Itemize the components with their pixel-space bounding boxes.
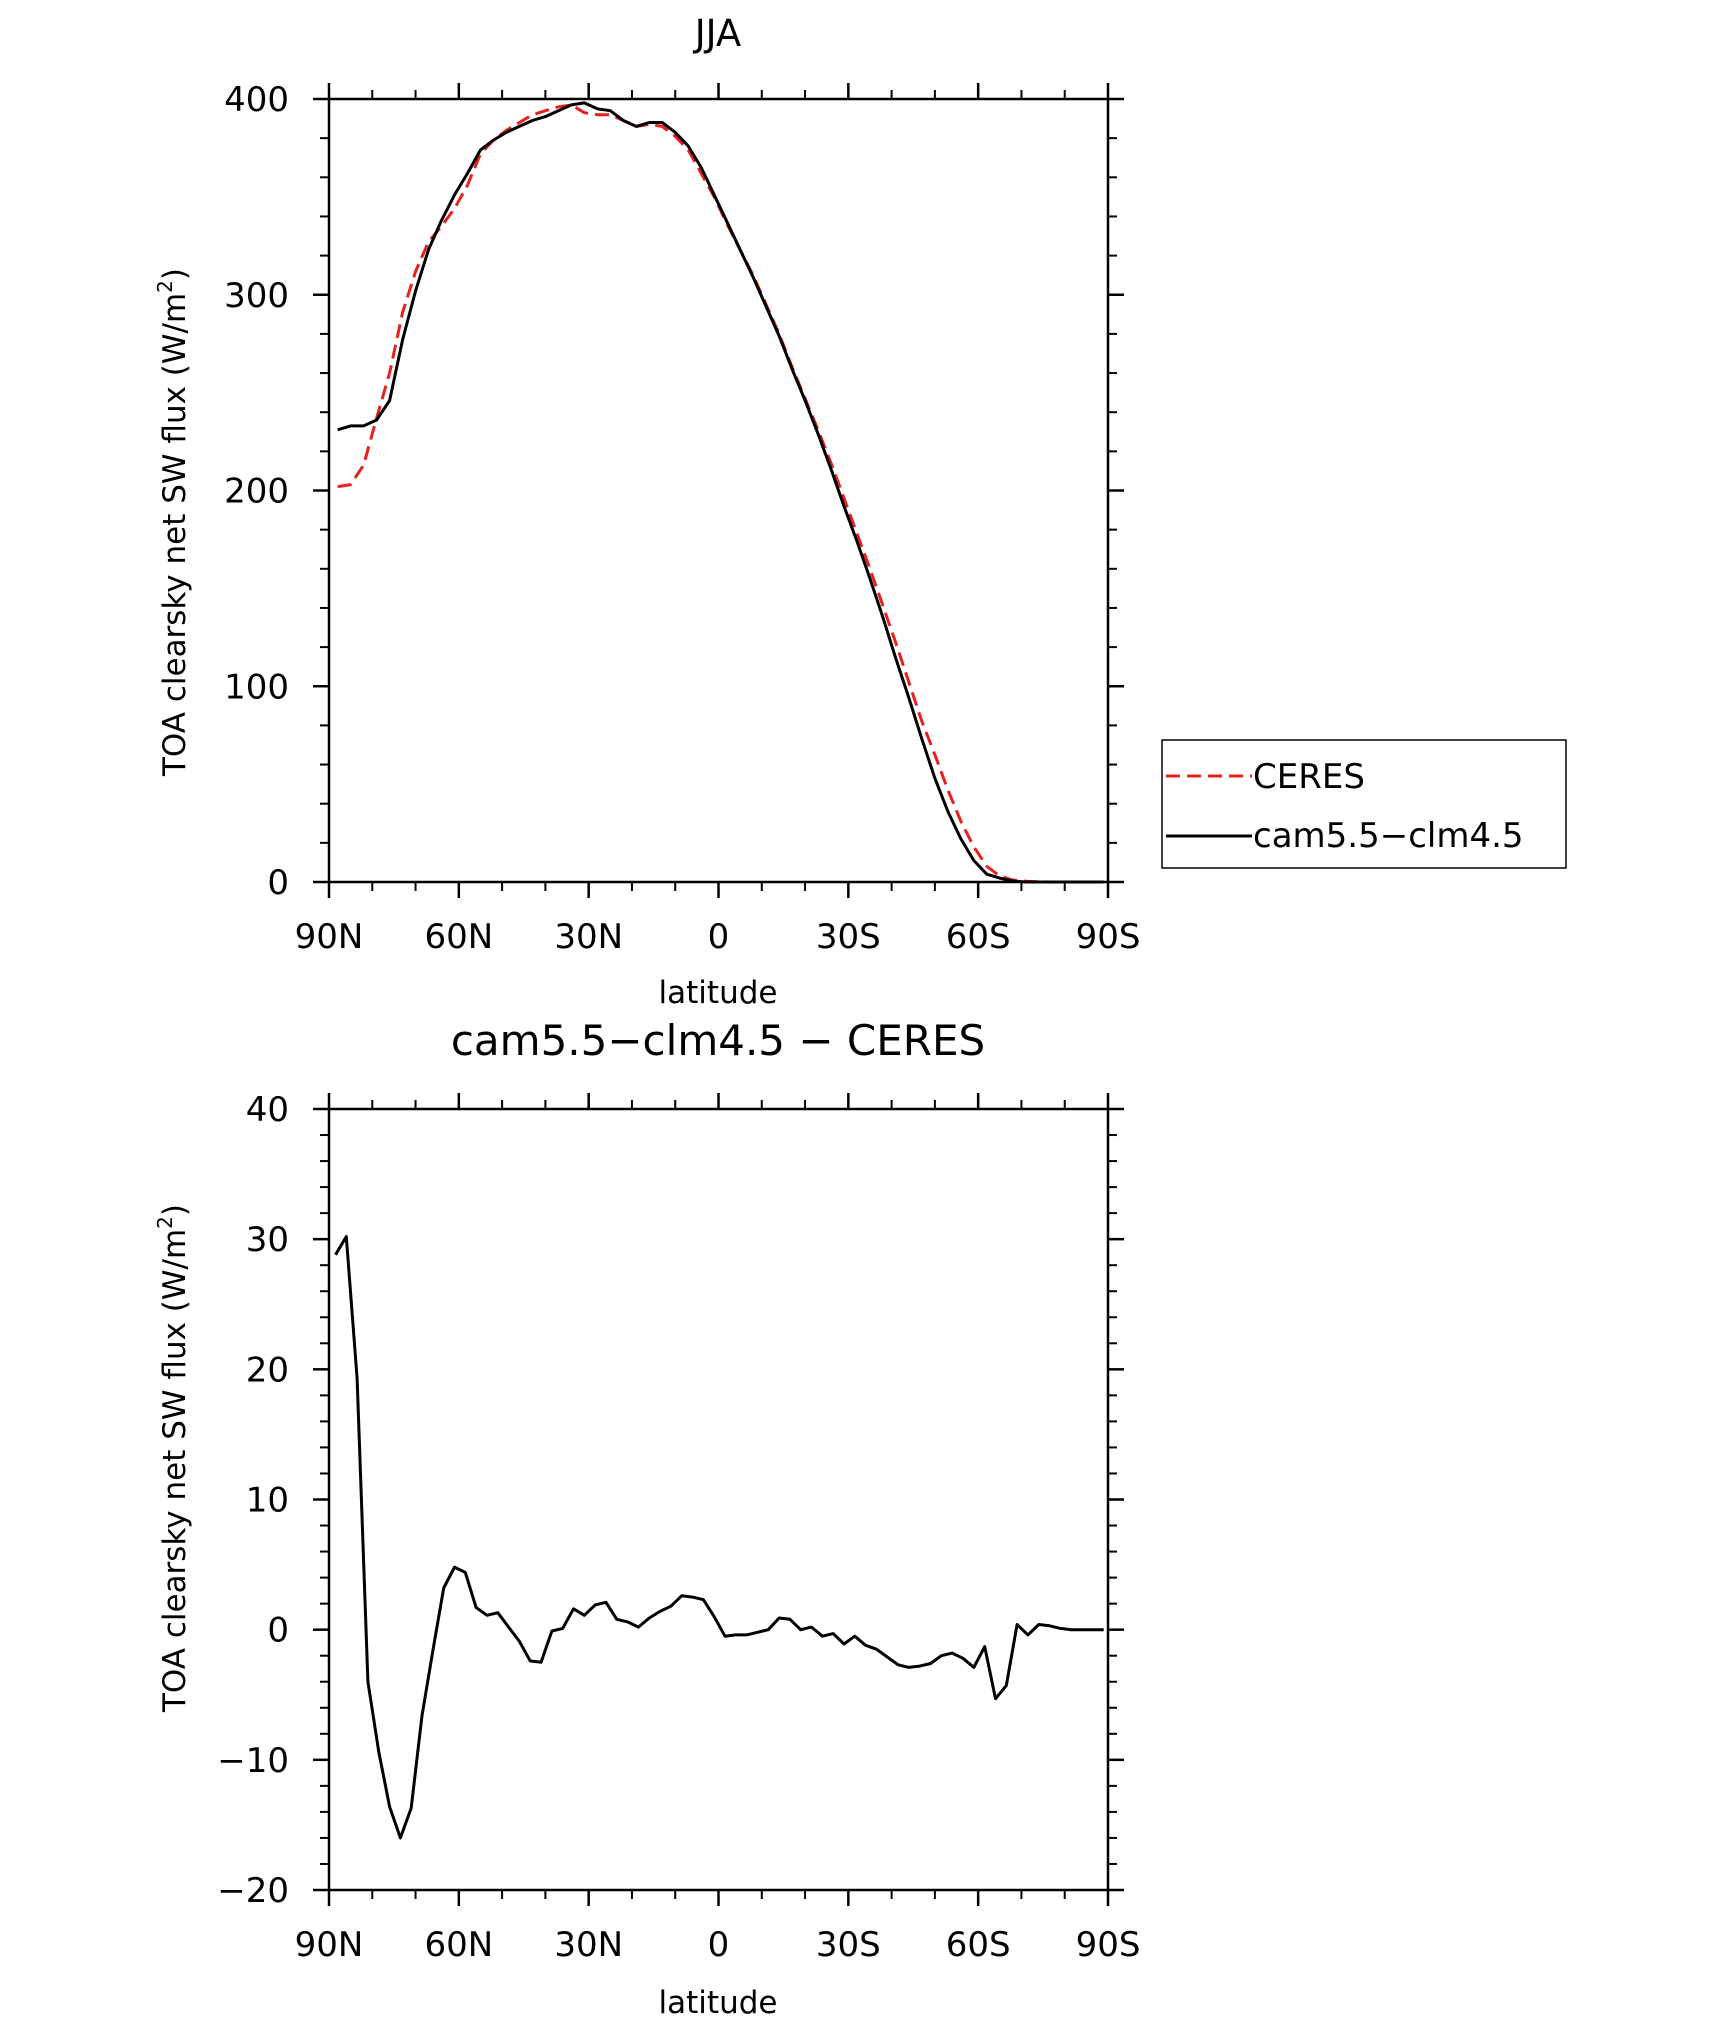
y-tick-label: 200 (224, 472, 289, 512)
chart-title: JJA (693, 12, 742, 55)
x-axis-label: latitude (659, 975, 778, 1011)
x-tick-label: 60N (424, 917, 493, 957)
series-line-cam5-5-clm4-5 (337, 101, 1104, 884)
y-axis-label: TOA clearsky net SW flux (W/m2) (153, 268, 193, 777)
y-tick-label: 30 (246, 1220, 289, 1260)
x-tick-label: 0 (708, 1925, 730, 1965)
x-axis-label: latitude (659, 1985, 778, 2021)
legend-label-ceres: CERES (1253, 757, 1365, 797)
x-tick-label: 60S (946, 1925, 1011, 1965)
series-line-difference (334, 1235, 1104, 1840)
y-tick-label: 0 (267, 1611, 289, 1651)
y-tick-label: 0 (267, 863, 289, 903)
x-tick-label: 90S (1076, 917, 1141, 957)
y-tick-label: 20 (246, 1350, 289, 1390)
x-tick-label: 30N (554, 1925, 623, 1965)
x-tick-label: 60S (946, 917, 1011, 957)
y-axis-label: TOA clearsky net SW flux (W/m2) (153, 1204, 193, 1713)
x-tick-label: 90N (295, 1925, 364, 1965)
axis-ticks (313, 1093, 1124, 1906)
x-tick-label: 30S (816, 917, 881, 957)
y-tick-label: 400 (224, 80, 289, 120)
series-line-ceres (337, 103, 1104, 884)
x-tick-label: 90S (1076, 1925, 1141, 1965)
x-tick-label: 30N (554, 917, 623, 957)
series-lines (334, 1235, 1104, 1840)
x-tick-label: 60N (424, 1925, 493, 1965)
plot-frame (327, 97, 1110, 884)
y-tick-label: 300 (224, 276, 289, 316)
legend: CERES cam5.5−clm4.5 (1161, 739, 1567, 869)
x-tick-label: 30S (816, 1925, 881, 1965)
legend-box (1161, 739, 1567, 869)
y-tick-label: 40 (246, 1090, 289, 1130)
y-tick-label: 10 (246, 1481, 289, 1521)
axis-ticks (313, 83, 1124, 898)
y-tick-label: −20 (217, 1871, 289, 1911)
top-panel: JJA TOA clearsky net SW flux (W/m2) lati… (153, 12, 1567, 1011)
y-tick-label: 100 (224, 667, 289, 707)
tick-labels: 90N 60N 30N 0 30S 60S 90S 0 100 200 300 400 (224, 80, 1140, 957)
bottom-panel: cam5.5−clm4.5 − CERES TOA clearsky net S… (153, 1016, 1140, 2021)
x-tick-label: 90N (295, 917, 364, 957)
plot-frame (327, 1107, 1110, 1892)
x-tick-label: 0 (708, 917, 730, 957)
chart-title: cam5.5−clm4.5 − CERES (451, 1016, 985, 1065)
tick-labels: 90N 60N 30N 0 30S 60S 90S −20 −10 0 10 20 30 40 (217, 1090, 1140, 1965)
series-lines (337, 101, 1104, 884)
legend-label-model: cam5.5−clm4.5 (1253, 816, 1524, 856)
y-tick-label: −10 (217, 1741, 289, 1781)
